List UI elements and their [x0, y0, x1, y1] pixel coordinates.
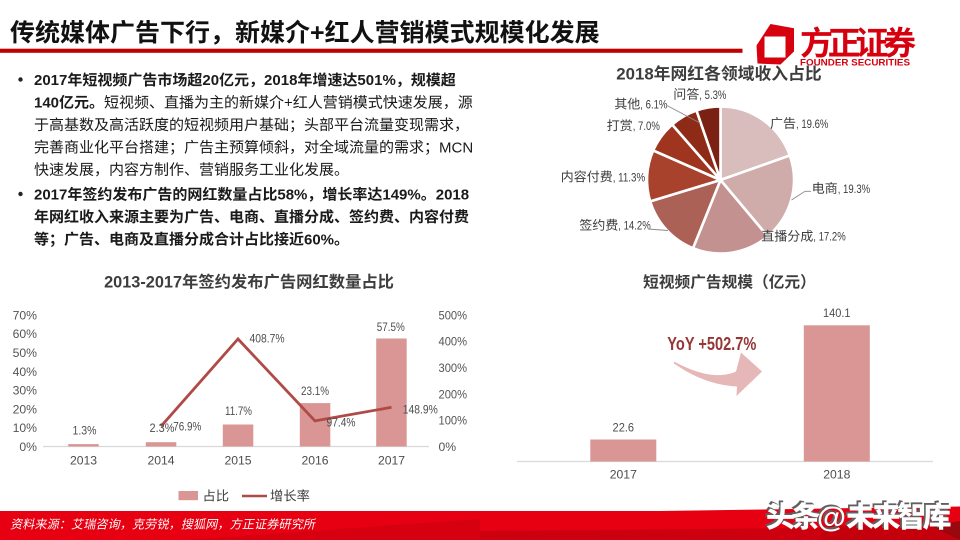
svg-text:23.1%: 23.1% [301, 384, 329, 398]
svg-text:2018: 2018 [616, 65, 653, 84]
svg-text:400%: 400% [439, 335, 468, 349]
svg-text:60%: 60% [13, 327, 38, 341]
svg-text:2014: 2014 [147, 454, 174, 468]
svg-text:20%: 20% [13, 402, 38, 416]
svg-text:1.3%: 1.3% [73, 424, 97, 438]
svg-text:, 5.3%: , 5.3% [699, 88, 726, 102]
svg-text:+: + [284, 95, 293, 112]
svg-text:140.1: 140.1 [823, 306, 851, 320]
svg-text:100%: 100% [439, 414, 468, 428]
svg-text:76.9%: 76.9% [173, 420, 201, 434]
svg-text:0%: 0% [439, 440, 457, 454]
svg-text:2015: 2015 [224, 454, 251, 468]
svg-text:, 6.1%: , 6.1% [640, 98, 667, 112]
svg-text:, 17.2%: , 17.2% [813, 230, 846, 244]
svg-text:11.7%: 11.7% [225, 404, 252, 418]
svg-text:2.3%: 2.3% [150, 421, 175, 435]
svg-text:148.9%: 148.9% [403, 403, 438, 417]
svg-text:2016: 2016 [301, 454, 328, 468]
svg-text:408.7%: 408.7% [250, 332, 285, 346]
svg-text:MCN: MCN [439, 139, 473, 156]
svg-text:501%: 501% [357, 72, 395, 89]
svg-text:300%: 300% [439, 361, 468, 375]
svg-text:10%: 10% [13, 421, 38, 435]
svg-text:FOUNDER SECURITIES: FOUNDER SECURITIES [800, 58, 911, 69]
svg-text:2017: 2017 [34, 187, 67, 204]
svg-text:0%: 0% [19, 440, 37, 454]
svg-text:58%: 58% [277, 187, 307, 204]
svg-text:2017: 2017 [378, 454, 405, 468]
svg-text:149%: 149% [382, 187, 420, 204]
svg-text:50%: 50% [13, 346, 38, 360]
svg-text:2017: 2017 [610, 468, 637, 482]
svg-text:140: 140 [34, 95, 59, 112]
svg-text:2017: 2017 [34, 72, 67, 89]
svg-text:, 11.3%: , 11.3% [613, 170, 646, 184]
svg-text:+: + [310, 19, 325, 47]
svg-text:2013-2017: 2013-2017 [104, 274, 182, 292]
svg-text:70%: 70% [13, 308, 38, 322]
svg-text:, 19.3%: , 19.3% [838, 182, 871, 196]
svg-text:, 14.2%: , 14.2% [618, 219, 651, 233]
svg-text:2018: 2018 [436, 187, 469, 204]
svg-text:2018: 2018 [264, 72, 297, 89]
svg-text:500%: 500% [439, 308, 468, 322]
svg-text:40%: 40% [13, 365, 38, 379]
svg-text:, 7.0%: , 7.0% [633, 119, 660, 133]
svg-text:2018: 2018 [823, 468, 850, 482]
svg-text:@: @ [817, 502, 846, 534]
svg-text:97.4%: 97.4% [327, 416, 356, 430]
svg-text:200%: 200% [439, 387, 468, 401]
svg-text:20: 20 [202, 72, 219, 89]
svg-text:60%: 60% [304, 231, 334, 248]
svg-text:, 19.6%: , 19.6% [796, 117, 829, 131]
svg-text:@: @ [815, 500, 844, 532]
svg-text:30%: 30% [13, 384, 38, 398]
svg-text:57.5%: 57.5% [377, 320, 405, 334]
svg-text:22.6: 22.6 [613, 420, 635, 434]
svg-text:YoY +502.7%: YoY +502.7% [667, 334, 756, 354]
svg-text:2013: 2013 [70, 454, 97, 468]
